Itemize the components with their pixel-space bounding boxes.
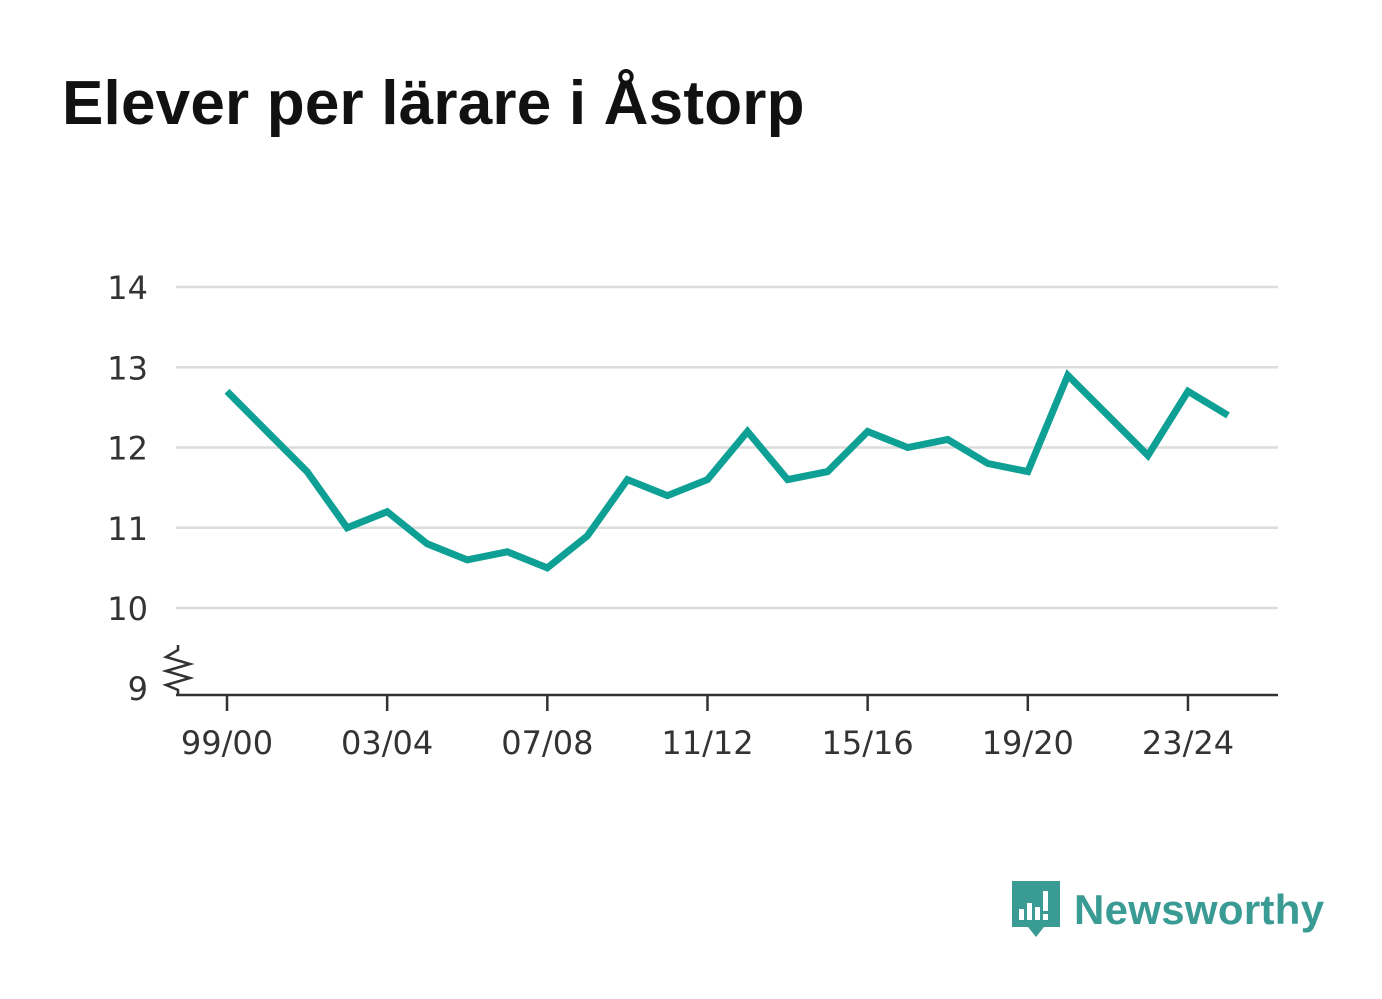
chart-title: Elever per lärare i Åstorp <box>62 69 805 138</box>
x-tick-label-99/00: 99/00 <box>181 724 273 762</box>
x-axis-ticks: 99/00 03/04 07/08 11/12 15/16 19/20 23/24 <box>181 695 1234 762</box>
series-group <box>224 369 1230 572</box>
y-tick-label-11: 11 <box>107 510 148 548</box>
y-tick-label-10: 10 <box>107 590 148 628</box>
x-tick-label-15/16: 15/16 <box>822 724 914 762</box>
y-tick-label-13: 13 <box>107 349 148 387</box>
y-tick-label-9: 9 <box>128 670 148 708</box>
x-tick-label-11/12: 11/12 <box>661 724 753 762</box>
y-axis-break-marker <box>161 645 195 695</box>
gridlines <box>176 285 1278 610</box>
brand-name: Newsworthy <box>1074 886 1325 933</box>
newsworthy-logo-icon <box>1012 881 1060 937</box>
x-tick-label-07/08: 07/08 <box>501 724 593 762</box>
x-tick-label-19/20: 19/20 <box>982 724 1074 762</box>
x-tick-label-23/24: 23/24 <box>1142 724 1234 762</box>
y-axis-ticks: 9 10 11 12 13 14 <box>107 269 148 708</box>
brand-logo: Newsworthy <box>1010 878 1324 942</box>
y-tick-label-12: 12 <box>107 430 148 468</box>
y-tick-label-14: 14 <box>107 269 148 307</box>
x-tick-label-03/04: 03/04 <box>341 724 433 762</box>
x-axis <box>161 645 1278 697</box>
series-line-0 <box>224 369 1230 572</box>
